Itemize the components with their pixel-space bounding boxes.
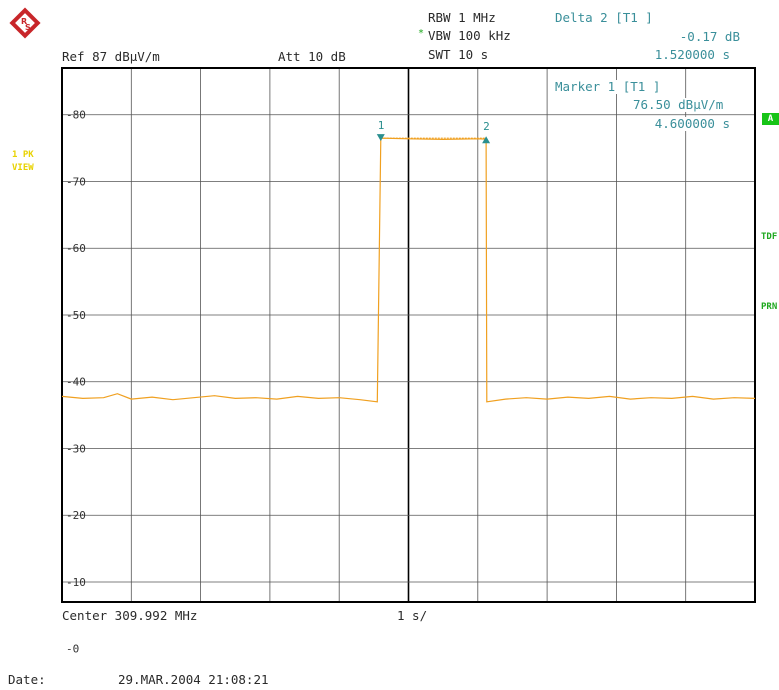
attenuation-readout: Att 10 dB: [278, 49, 346, 64]
rbw-readout: RBW 1 MHz: [428, 10, 496, 25]
marker-1-symbol: [376, 134, 385, 142]
center-frequency: Center 309.992 MHz: [62, 608, 198, 623]
svg-text:R: R: [21, 17, 27, 26]
svg-text:S: S: [25, 23, 31, 32]
trace-mode-label: 1 PK: [12, 150, 34, 160]
tdf-label: TDF: [761, 232, 778, 242]
y-tick-label: -20: [66, 509, 86, 522]
span-per-div: 1 s/: [397, 608, 428, 623]
marker1-level: 76.50 dBµV/m: [633, 97, 724, 112]
y-tick-label: -50: [66, 309, 86, 322]
delta-time: 1.520000 s: [654, 47, 730, 62]
marker-2-symbol: [482, 136, 491, 144]
swt-readout: SWT 10 s: [428, 47, 489, 62]
prn-label: PRN: [761, 302, 778, 312]
date-value: 29.MAR.2004 21:08:21: [118, 672, 269, 687]
marker-1-label: 1: [378, 119, 385, 132]
date-label: Date:: [8, 672, 46, 687]
vbw-asterisk: *: [418, 28, 425, 39]
y-tick-label: -40: [66, 376, 86, 389]
marker-2-label: 2: [483, 120, 490, 133]
marker1-time: 4.600000 s: [620, 117, 730, 131]
marker1-title: Marker 1 [T1 ]: [555, 79, 661, 94]
delta-marker-title: Delta 2 [T1 ]: [555, 10, 653, 25]
y-tick-label: -70: [66, 175, 86, 188]
trace-view-label: VIEW: [12, 163, 34, 173]
y-tick-label: -0: [66, 643, 79, 656]
y-tick-label: -10: [66, 576, 86, 589]
plot-frame: [61, 67, 756, 603]
y-tick-label: -60: [66, 242, 86, 255]
ref-level-readout: Ref 87 dBµV/m: [62, 49, 160, 64]
vbw-readout: VBW 100 kHz: [428, 28, 511, 43]
rohde-schwarz-logo-icon: R S: [9, 7, 41, 39]
y-tick-label: -30: [66, 442, 86, 455]
a-badge: A: [762, 113, 779, 125]
delta-level: -0.17 dB: [679, 29, 740, 44]
y-tick-label: -80: [66, 109, 86, 122]
